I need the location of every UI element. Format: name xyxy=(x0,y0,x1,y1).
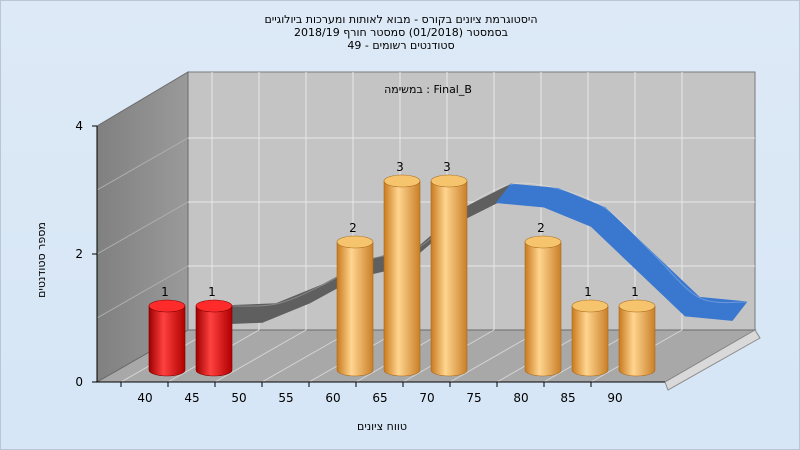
x-tick-label: 45 xyxy=(184,391,199,405)
gridline-left xyxy=(96,265,189,319)
x-axis-label: טווח ציונים xyxy=(357,420,407,433)
bar-value-label: 1 xyxy=(161,285,169,299)
bar-top xyxy=(336,235,374,249)
chart-subtitle: במשימה : Final_B xyxy=(384,83,472,96)
bar-value-label: 1 xyxy=(584,285,592,299)
y-ticks: 0 2 4 xyxy=(75,119,97,389)
bar-body xyxy=(430,180,468,377)
gridline-left xyxy=(96,137,189,191)
bar-top xyxy=(148,299,186,313)
x-tick-label: 60 xyxy=(325,391,340,405)
x-tick-label: 40 xyxy=(137,391,152,405)
bar-top xyxy=(524,235,562,249)
bar-top xyxy=(195,299,233,313)
bar-body xyxy=(195,305,233,377)
bars: 1 1 2 3 3 2 1 1 xyxy=(148,160,656,377)
bar-value-label: 1 xyxy=(631,285,639,299)
bar-body xyxy=(336,241,374,377)
y-axis-label: מספר סטודנטים xyxy=(35,222,48,298)
bar-value-label: 2 xyxy=(349,221,357,235)
bar-top xyxy=(430,174,468,188)
curve-highlight xyxy=(229,182,747,307)
y-tick-label: 4 xyxy=(75,119,83,133)
bar-body xyxy=(524,241,562,377)
bar-value-label: 2 xyxy=(537,221,545,235)
chart-title-line-1: היסטוגרמת ציונים בקורס - מבוא לאותות ומע… xyxy=(264,13,538,26)
chart-title-line-3: סטודנטים רשומים - 49 xyxy=(347,39,455,52)
bar-top xyxy=(383,174,421,188)
bar-body xyxy=(571,305,609,377)
bar-top xyxy=(618,299,656,313)
x-tick-label: 90 xyxy=(607,391,622,405)
curve-segment xyxy=(684,296,747,321)
x-tick-label: 65 xyxy=(372,391,387,405)
bar-value-label: 1 xyxy=(208,285,216,299)
bar-body xyxy=(618,305,656,377)
x-tick-label: 85 xyxy=(560,391,575,405)
x-ticks: 40 45 50 55 60 65 70 75 80 85 90 xyxy=(120,382,623,405)
x-tick-label: 55 xyxy=(278,391,293,405)
x-tick-label: 50 xyxy=(231,391,246,405)
gridline-floor xyxy=(214,329,307,383)
x-tick-label: 80 xyxy=(513,391,528,405)
x-tick-label: 70 xyxy=(419,391,434,405)
y-tick-label: 2 xyxy=(75,247,83,261)
bar-value-label: 3 xyxy=(396,160,404,174)
bar-body xyxy=(383,180,421,377)
bar-body xyxy=(148,305,186,377)
bar-top xyxy=(571,299,609,313)
chart-title-line-2: בסמסטר (01/2018) סמסטר חורף 2018/19 xyxy=(294,26,508,39)
bar-value-label: 3 xyxy=(443,160,451,174)
y-tick-label: 0 xyxy=(75,375,83,389)
floor-edge xyxy=(664,329,761,391)
gridline-left xyxy=(96,201,189,255)
x-tick-label: 75 xyxy=(466,391,481,405)
